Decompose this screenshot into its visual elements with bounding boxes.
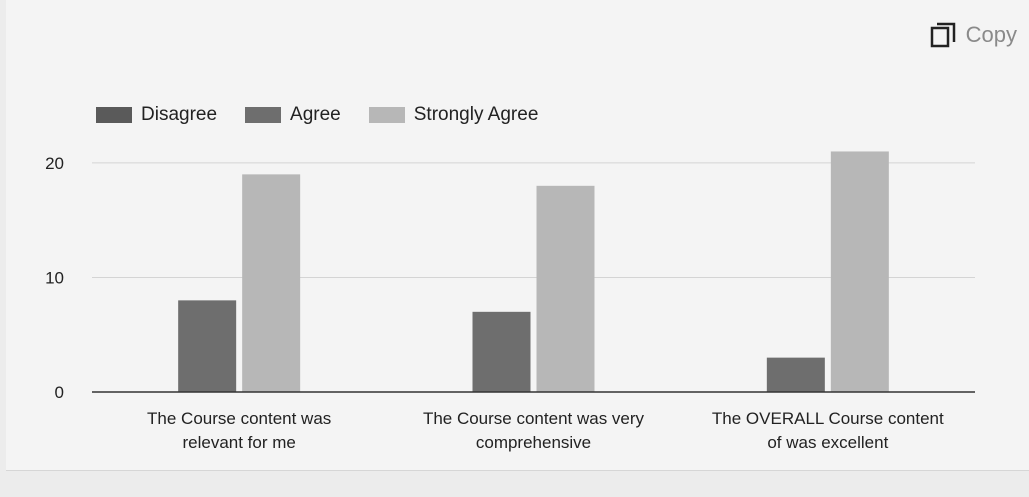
copy-icon — [930, 22, 955, 48]
bar-strongly-agree — [242, 174, 301, 392]
chart-legend: Disagree Agree Strongly Agree — [96, 104, 566, 126]
bar-strongly-agree — [830, 151, 889, 392]
x-category-label: relevant for me — [182, 433, 295, 452]
legend-item-agree: Agree — [245, 104, 341, 126]
legend-label: Disagree — [141, 104, 218, 125]
bar-strongly-agree — [536, 185, 595, 392]
legend-swatch — [245, 107, 282, 123]
bar-agree — [766, 357, 825, 392]
x-category-label: The Course content was very — [423, 409, 645, 428]
legend-item-disagree: Disagree — [96, 104, 217, 126]
legend-swatch — [96, 107, 132, 123]
copy-button[interactable]: Copy — [930, 22, 1017, 48]
y-tick-label: 0 — [55, 383, 64, 402]
legend-label: Agree — [290, 104, 341, 125]
x-category-label: of was excellent — [767, 433, 888, 452]
y-tick-label: 20 — [45, 154, 64, 173]
bar-agree — [472, 311, 531, 392]
x-category-label: comprehensive — [476, 433, 591, 452]
x-category-label: The OVERALL Course content — [712, 409, 944, 428]
legend-item-strongly-agree: Strongly Agree — [368, 104, 539, 126]
legend-swatch — [368, 107, 405, 123]
legend-label: Strongly Agree — [413, 104, 539, 125]
bar-agree — [178, 300, 237, 392]
y-tick-label: 10 — [45, 268, 64, 287]
copy-label: Copy — [965, 22, 1017, 47]
x-category-label: The Course content was — [147, 409, 331, 428]
